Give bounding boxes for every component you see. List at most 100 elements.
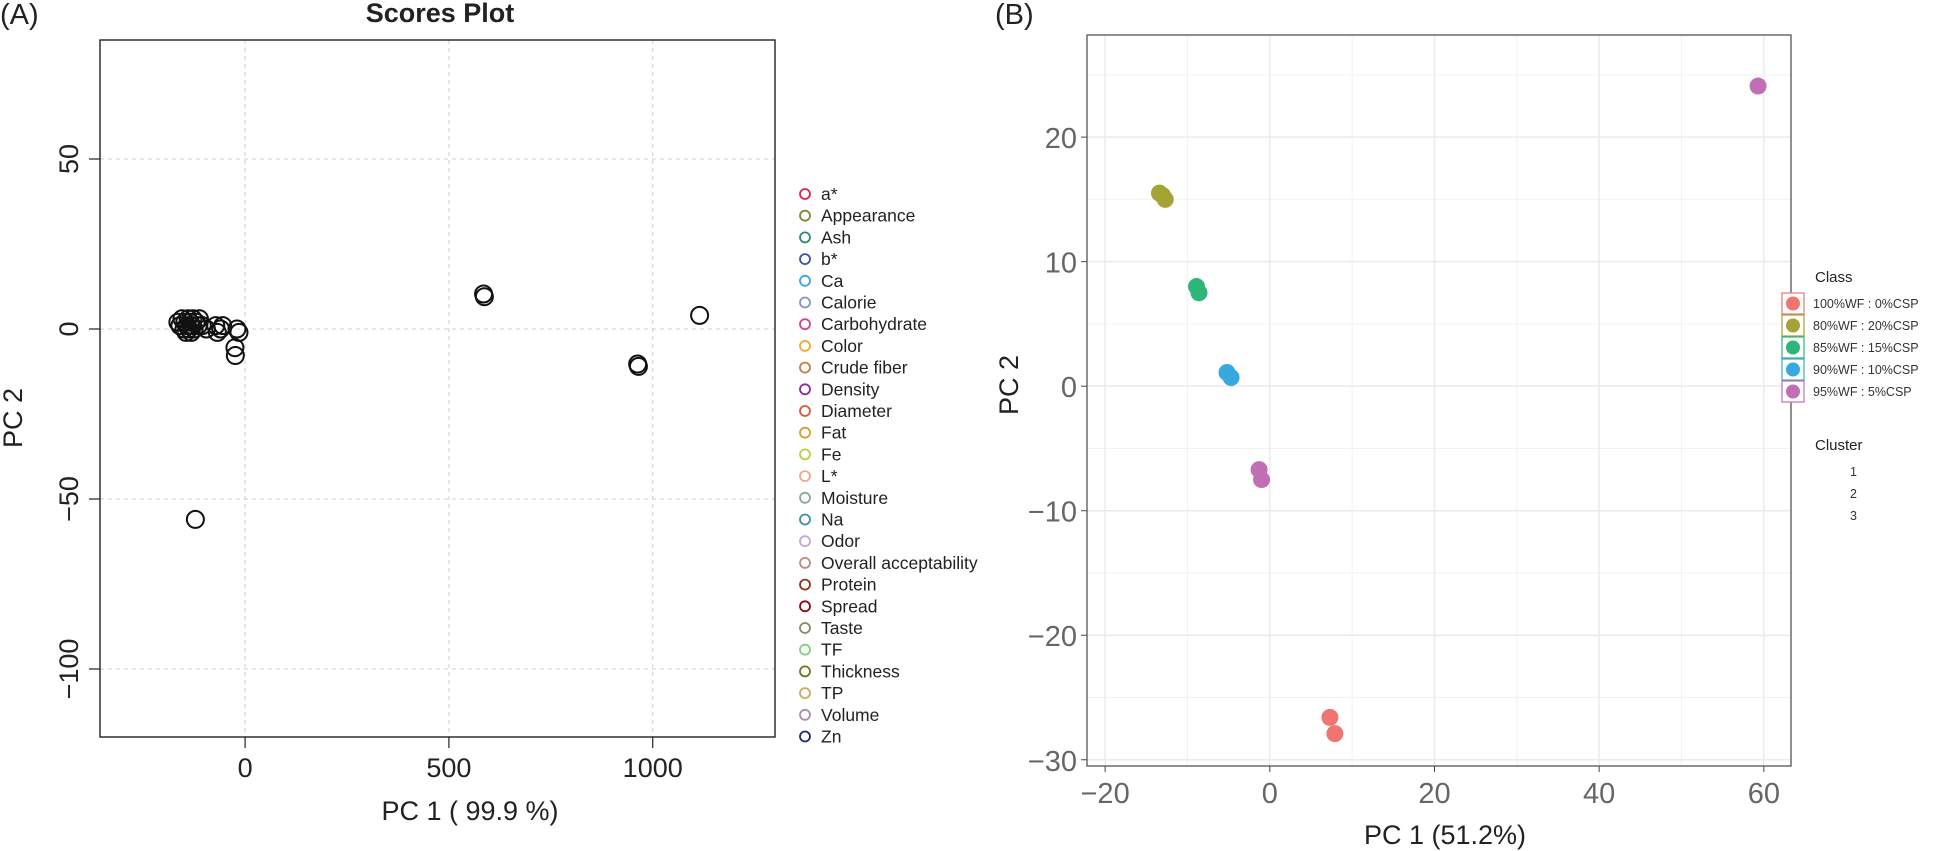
legend-cluster-title: Cluster <box>1815 437 1863 454</box>
data-point <box>1321 708 1339 726</box>
x-tick-label: −20 <box>1081 778 1130 810</box>
panel-b-xlabel: PC 1 (51.2%) <box>1364 820 1526 850</box>
legend-marker <box>799 426 811 439</box>
x-tick-label: 0 <box>1262 778 1278 810</box>
legend-marker <box>1786 318 1800 333</box>
legend-label: 80%WF : 20%CSP <box>1813 319 1919 333</box>
legend-label: Na <box>821 510 844 530</box>
data-point <box>225 346 245 366</box>
data-point <box>206 316 226 336</box>
legend-label: L* <box>821 466 838 486</box>
panel-a-plot: 0 500 1000 −100 −50 0 50 <box>54 39 776 783</box>
legend-marker <box>799 491 811 504</box>
legend-label: Moisture <box>821 488 888 508</box>
legend-label: Crude fiber <box>821 358 908 378</box>
legend-marker <box>1786 384 1800 399</box>
legend-label: Ca <box>821 271 844 291</box>
legend-marker <box>799 708 811 721</box>
data-point <box>1749 77 1767 95</box>
y-tick-label: −100 <box>54 639 84 700</box>
legend-label: Zn <box>821 727 841 747</box>
plot-frame <box>99 39 776 738</box>
legend-marker <box>799 253 811 266</box>
x-tick-label: 60 <box>1748 778 1780 810</box>
y-tick-label: 20 <box>1045 123 1077 155</box>
x-tick-label: 40 <box>1583 778 1615 810</box>
panel-a-title: Scores Plot <box>366 0 515 28</box>
legend-marker <box>799 470 811 483</box>
legend-marker <box>1786 362 1800 377</box>
legend-label: a* <box>821 184 838 204</box>
data-point <box>225 338 245 358</box>
y-tick-label: 50 <box>54 144 84 174</box>
legend-marker <box>799 209 811 222</box>
legend-label: Calorie <box>821 293 876 313</box>
panel-b-ylabel: PC 2 <box>994 355 1024 415</box>
legend-marker <box>799 339 811 352</box>
data-point <box>181 322 201 342</box>
legend-class-title: Class <box>1815 269 1853 286</box>
legend-label: Odor <box>821 531 860 551</box>
y-tick-label: 10 <box>1045 248 1077 280</box>
legend-label: 100%WF : 0%CSP <box>1813 297 1919 311</box>
legend-label: Fe <box>821 444 841 464</box>
panel-b-legend: Class Cluster 100%WF : 0%CSP 80%WF : 20%C… <box>1781 269 1919 523</box>
legend-label: Overall acceptability <box>821 553 978 573</box>
legend-marker <box>799 405 811 417</box>
legend-label: Diameter <box>821 401 892 421</box>
data-point <box>185 509 205 529</box>
data-point <box>1253 471 1271 489</box>
cluster-legend-label: 3 <box>1850 509 1857 523</box>
legend-label: 90%WF : 10%CSP <box>1813 363 1919 377</box>
legend-marker <box>799 296 811 309</box>
legend-label: TP <box>821 683 843 703</box>
panel-a-label: (A) <box>0 0 39 31</box>
cluster-legend-label: 2 <box>1850 487 1857 501</box>
data-point <box>213 316 233 336</box>
data-point <box>183 309 203 329</box>
legend-label: Thickness <box>821 661 900 681</box>
x-tick-label: 20 <box>1418 778 1450 810</box>
legend-label: Appearance <box>821 206 915 226</box>
panel-a-legend: a*AppearanceAshb*CaCalorieCarbohydrateCo… <box>799 184 978 747</box>
legend-marker <box>799 383 811 396</box>
legend-marker <box>799 448 811 461</box>
legend-marker <box>799 687 811 699</box>
panel-b-label: (B) <box>995 0 1034 31</box>
x-tick-label: 500 <box>426 753 471 783</box>
legend-marker <box>799 513 811 526</box>
y-tick-label: 0 <box>1061 372 1077 404</box>
legend-marker <box>799 231 811 244</box>
legend-marker <box>799 665 811 678</box>
y-tick-label: −50 <box>54 476 84 522</box>
data-point <box>1222 368 1240 386</box>
legend-label: Ash <box>821 227 851 247</box>
legend-marker <box>799 557 811 569</box>
x-tick-label: 1000 <box>623 753 683 783</box>
y-tick-label: −20 <box>1028 621 1077 653</box>
data-point <box>227 319 247 339</box>
data-point <box>1154 187 1172 205</box>
plot-frame <box>1086 34 1792 767</box>
x-tick-label: 0 <box>238 753 253 783</box>
legend-marker <box>799 535 811 548</box>
legend-marker <box>799 274 811 287</box>
legend-marker <box>799 643 811 656</box>
legend-marker <box>799 600 811 613</box>
data-point <box>628 356 648 376</box>
legend-marker <box>1786 340 1800 355</box>
panel-a-ylabel: PC 2 <box>0 388 28 448</box>
data-point <box>690 305 710 325</box>
legend-marker <box>1786 296 1800 311</box>
legend-label: Carbohydrate <box>821 314 927 334</box>
legend-label: b* <box>821 249 838 269</box>
y-tick-label: 0 <box>54 321 84 336</box>
legend-label: Density <box>821 379 880 399</box>
legend-marker <box>799 622 811 634</box>
legend-label: Fat <box>821 423 846 443</box>
legend-label: Spread <box>821 596 877 616</box>
y-tick-label: −30 <box>1028 746 1077 778</box>
data-point <box>474 287 494 307</box>
